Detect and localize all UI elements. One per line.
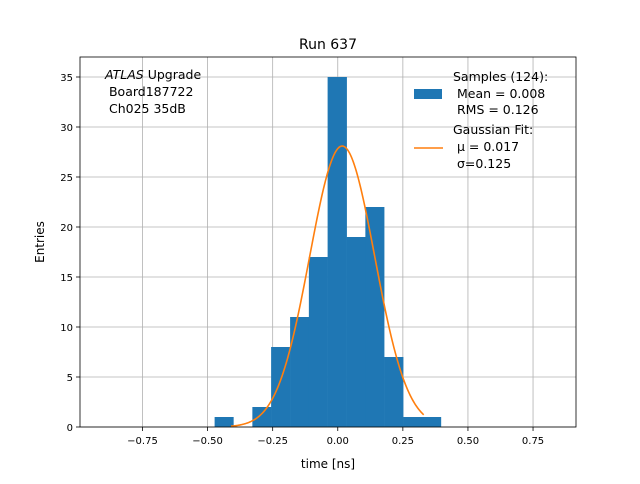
channel-label: Ch025 35dB (105, 101, 186, 116)
histogram-bar (214, 417, 234, 427)
x-tick-label: 0.75 (522, 436, 544, 447)
x-tick-label: −0.75 (127, 436, 158, 447)
histogram-bar (308, 257, 328, 427)
x-axis-label: time [ns] (301, 457, 355, 471)
legend: Samples (124): Mean = 0.008 RMS = 0.126 … (414, 69, 548, 171)
atlas-label: ATLAS (104, 67, 144, 82)
plot-frame (79, 56, 577, 428)
legend-hist-line: RMS = 0.126 (453, 102, 539, 117)
legend-hist-swatch (414, 89, 442, 99)
y-tick-label: 20 (60, 223, 73, 234)
legend-fit-line: μ = 0.017 (453, 139, 519, 154)
legend-fit-line: σ=0.125 (453, 156, 511, 171)
legend-fit-line: Gaussian Fit: (453, 122, 533, 137)
y-tick-label: 30 (60, 123, 73, 134)
y-tick-label: 25 (60, 173, 73, 184)
histogram-bar (327, 77, 347, 427)
histogram-bar (346, 237, 366, 427)
legend-hist-line: Samples (124): (453, 69, 548, 84)
y-axis-label: Entries (33, 221, 47, 263)
x-tick-label: 0.25 (392, 436, 414, 447)
x-tick-label: 0.00 (327, 436, 349, 447)
y-tick-label: 5 (67, 373, 73, 384)
legend-hist-line: Mean = 0.008 (453, 86, 545, 101)
x-tick-label: −0.50 (192, 436, 223, 447)
svg-text:ATLAS Upgrade: ATLAS Upgrade (104, 67, 201, 82)
gaussian-fit-line (230, 145, 425, 427)
board-label: Board187722 (105, 84, 193, 99)
x-tick-label: −0.25 (257, 436, 288, 447)
y-tick-label: 15 (60, 273, 73, 284)
y-tick-label: 35 (60, 73, 73, 84)
histogram-bar (252, 407, 272, 427)
x-tick-label: 0.50 (457, 436, 479, 447)
y-tick-label: 0 (67, 423, 73, 434)
y-tick-label: 10 (60, 323, 73, 334)
annotation-text: ATLAS Upgrade Board187722 Ch025 35dB (104, 67, 201, 116)
histogram-bar (384, 357, 404, 427)
chart-title: Run 637 (299, 37, 357, 53)
upgrade-label: Upgrade (144, 67, 202, 82)
histogram-bar (421, 417, 442, 427)
histogram-bar (365, 207, 385, 427)
histogram-bar (290, 317, 310, 427)
histogram-bar (403, 417, 423, 427)
